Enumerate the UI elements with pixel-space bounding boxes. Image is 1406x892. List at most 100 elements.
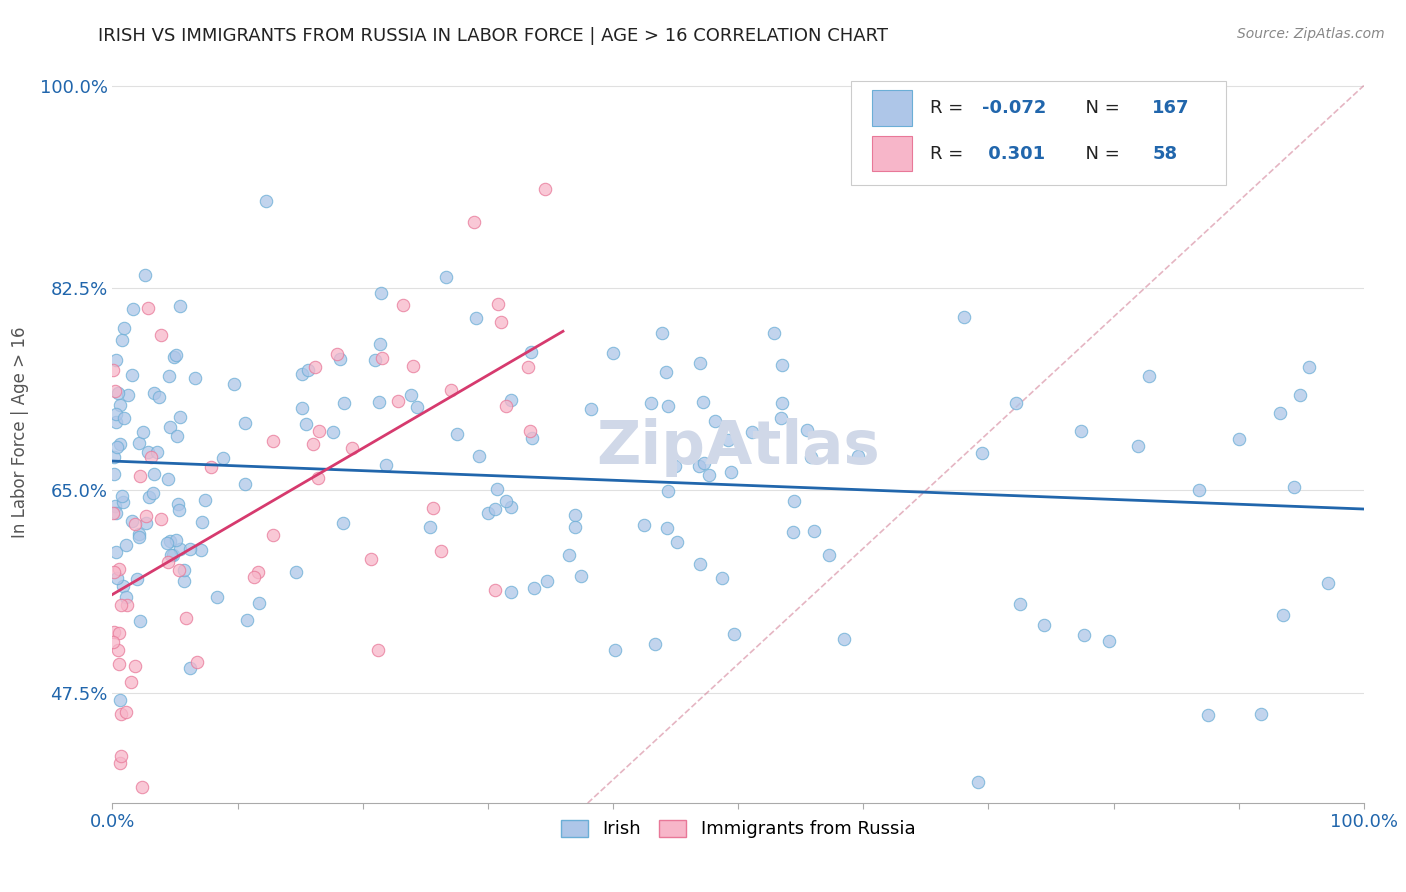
Point	[489, 315, 512, 329]
Point	[1073, 627, 1095, 641]
Point	[495, 494, 517, 508]
Point	[104, 499, 127, 513]
Point	[297, 363, 319, 377]
Point	[644, 637, 666, 651]
Point	[142, 386, 165, 401]
Point	[692, 395, 714, 409]
Point	[128, 527, 150, 541]
Point	[103, 565, 125, 579]
Point	[120, 675, 142, 690]
Point	[1272, 607, 1295, 622]
Point	[519, 424, 541, 438]
Point	[165, 533, 187, 547]
Point	[134, 268, 156, 283]
Point	[536, 574, 558, 589]
Point	[233, 477, 256, 491]
Point	[392, 298, 415, 312]
Point	[110, 693, 132, 707]
Point	[121, 368, 143, 383]
Point	[136, 301, 159, 315]
Point	[434, 270, 457, 285]
Point	[262, 434, 284, 448]
Point	[689, 356, 711, 370]
Point	[796, 423, 818, 437]
Point	[664, 459, 686, 474]
Point	[1188, 483, 1211, 498]
Point	[522, 431, 544, 445]
Point	[818, 549, 841, 563]
Point	[1032, 617, 1054, 632]
FancyBboxPatch shape	[872, 90, 912, 126]
Point	[121, 302, 143, 317]
Point	[291, 401, 314, 416]
Point	[110, 748, 132, 763]
Point	[370, 351, 392, 365]
Point	[569, 569, 592, 583]
Point	[110, 598, 132, 612]
Point	[139, 450, 162, 464]
Point	[651, 326, 673, 340]
Point	[688, 459, 710, 474]
Point	[127, 572, 149, 586]
Point	[284, 565, 307, 579]
Point	[108, 399, 131, 413]
Point	[564, 519, 586, 533]
Point	[128, 530, 150, 544]
Point	[657, 399, 679, 413]
Point	[103, 467, 125, 482]
Point	[169, 410, 191, 425]
Point	[477, 507, 499, 521]
Point	[364, 352, 387, 367]
Point	[419, 520, 441, 534]
Point	[832, 632, 855, 647]
Point	[1282, 480, 1305, 494]
Point	[1227, 432, 1250, 446]
Point	[446, 427, 468, 442]
Point	[124, 659, 146, 673]
Point	[200, 459, 222, 474]
Point	[1070, 424, 1092, 438]
Point	[103, 450, 125, 464]
Point	[783, 494, 806, 508]
FancyBboxPatch shape	[851, 81, 1226, 185]
Point	[156, 554, 179, 568]
Point	[105, 440, 128, 454]
Point	[169, 541, 191, 556]
Point	[703, 414, 725, 428]
Point	[307, 471, 329, 485]
Point	[135, 516, 157, 530]
Point	[772, 396, 794, 410]
Point	[148, 390, 170, 404]
Point	[1098, 634, 1121, 648]
Point	[156, 536, 179, 550]
Point	[101, 363, 124, 377]
Text: N =: N =	[1074, 99, 1125, 117]
Point	[224, 377, 246, 392]
Point	[108, 626, 131, 640]
Point	[243, 569, 266, 583]
Point	[329, 352, 352, 367]
Point	[325, 347, 347, 361]
Point	[499, 584, 522, 599]
Text: 58: 58	[1153, 145, 1177, 162]
Point	[1298, 360, 1320, 375]
Point	[205, 590, 228, 604]
Text: R =: R =	[929, 99, 969, 117]
Point	[655, 521, 678, 535]
Point	[129, 615, 152, 629]
Point	[174, 611, 197, 625]
Text: 167: 167	[1153, 99, 1189, 117]
Point	[1250, 707, 1272, 722]
Point	[557, 548, 579, 562]
Point	[115, 590, 138, 604]
Point	[163, 350, 186, 364]
Y-axis label: In Labor Force | Age > 16: In Labor Force | Age > 16	[10, 326, 28, 539]
Point	[115, 705, 138, 719]
Point	[194, 493, 217, 508]
Point	[603, 643, 626, 657]
Point	[399, 387, 422, 401]
Point	[142, 486, 165, 500]
Point	[520, 344, 543, 359]
Point	[179, 541, 201, 556]
Point	[579, 401, 602, 416]
